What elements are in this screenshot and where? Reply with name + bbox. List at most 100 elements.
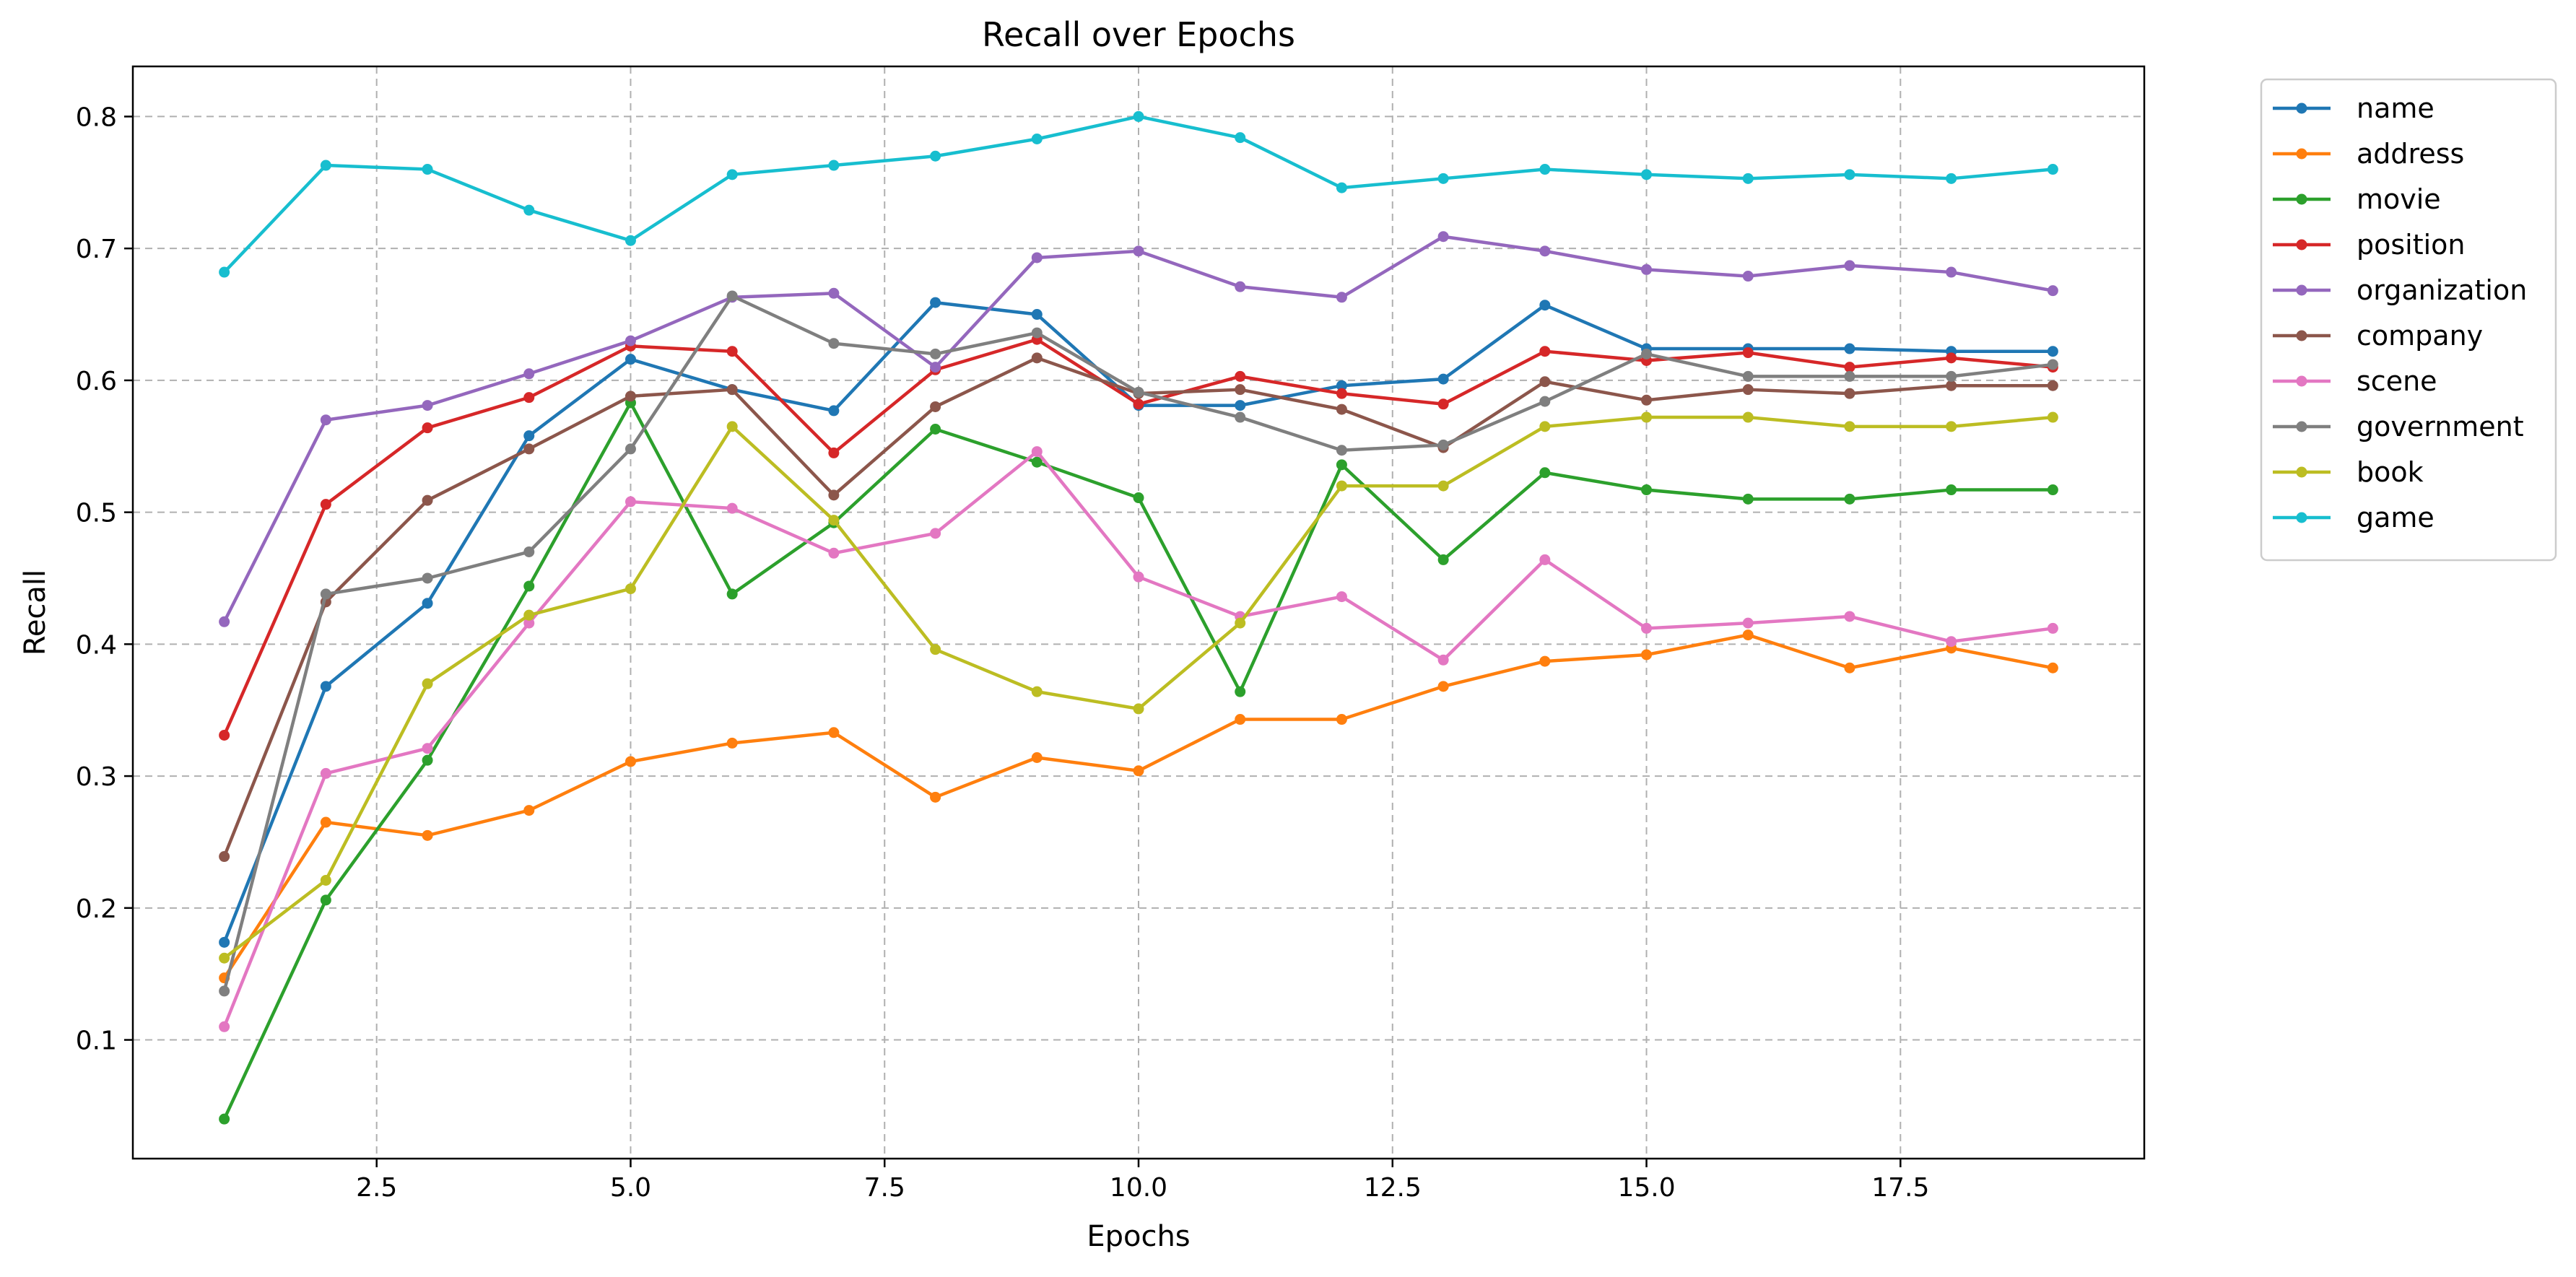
legend-label: movie — [2357, 183, 2441, 215]
y-tick-label: 0.7 — [76, 235, 117, 264]
data-point-game — [726, 169, 738, 180]
data-point-book — [219, 952, 230, 964]
data-point-movie — [1641, 484, 1653, 496]
data-point-book — [1946, 421, 1957, 432]
data-point-movie — [1031, 456, 1043, 468]
data-point-book — [1031, 686, 1043, 697]
data-point-address — [1437, 681, 1449, 692]
data-point-position — [219, 729, 230, 741]
data-point-address — [1539, 655, 1551, 667]
data-point-position — [1844, 362, 1855, 373]
data-point-organization — [1641, 263, 1653, 275]
data-point-company — [1844, 388, 1855, 399]
data-point-scene — [1437, 654, 1449, 666]
x-tick-label: 17.5 — [1871, 1173, 1929, 1203]
data-point-name — [2047, 346, 2058, 357]
data-point-movie — [1235, 686, 1246, 697]
data-point-government — [320, 588, 331, 600]
data-point-game — [1844, 169, 1855, 180]
data-point-book — [320, 874, 331, 886]
data-point-scene — [1742, 617, 1754, 629]
data-point-book — [523, 609, 535, 621]
legend-label: address — [2357, 138, 2464, 170]
data-point-game — [1437, 173, 1449, 184]
data-point-organization — [422, 400, 433, 411]
data-point-book — [726, 421, 738, 432]
data-point-game — [219, 266, 230, 278]
data-point-scene — [219, 1021, 230, 1032]
y-tick-label: 0.4 — [76, 630, 117, 660]
data-point-scene — [1641, 622, 1653, 634]
data-point-movie — [726, 588, 738, 600]
data-point-company — [1946, 380, 1957, 391]
data-point-book — [1437, 480, 1449, 492]
data-point-government — [2047, 359, 2058, 370]
data-point-organization — [1235, 281, 1246, 292]
data-point-company — [930, 401, 941, 412]
data-point-position — [1946, 352, 1957, 364]
data-point-government — [726, 290, 738, 302]
data-point-movie — [1437, 554, 1449, 565]
x-tick-label: 5.0 — [610, 1173, 651, 1203]
legend-swatch-marker — [2296, 375, 2307, 387]
data-point-position — [1336, 388, 1347, 399]
series-organization — [219, 231, 2058, 627]
chart-title: Recall over Epochs — [982, 15, 1295, 54]
legend-item-game: game — [2273, 502, 2434, 533]
data-point-address — [1742, 629, 1754, 641]
data-point-government — [1946, 370, 1957, 382]
data-point-name — [1539, 300, 1551, 311]
data-point-game — [1539, 164, 1551, 175]
legend-item-organization: organization — [2273, 274, 2527, 306]
grid-lines — [133, 66, 2144, 1159]
data-point-book — [1133, 703, 1144, 715]
x-axis-label: Epochs — [1087, 1220, 1190, 1253]
legend-label: name — [2357, 92, 2434, 124]
data-point-movie — [1946, 484, 1957, 496]
data-point-address — [320, 816, 331, 828]
legend-box — [2260, 78, 2557, 562]
data-point-organization — [2047, 285, 2058, 297]
data-point-government — [422, 572, 433, 584]
data-point-organization — [219, 616, 230, 627]
data-point-government — [1539, 396, 1551, 407]
data-point-book — [1641, 411, 1653, 423]
legend-swatch-marker — [2296, 284, 2307, 296]
x-tick-label: 15.0 — [1617, 1173, 1675, 1203]
series-game — [219, 110, 2058, 278]
data-point-address — [523, 805, 535, 816]
series-address — [219, 629, 2058, 984]
data-point-movie — [1539, 467, 1551, 479]
data-point-scene — [1031, 446, 1043, 458]
data-point-movie — [219, 1113, 230, 1125]
data-point-scene — [1133, 571, 1144, 583]
data-point-game — [1742, 173, 1754, 184]
data-point-movie — [930, 424, 941, 435]
data-point-game — [1946, 173, 1957, 184]
data-point-position — [1742, 347, 1754, 359]
data-point-organization — [930, 362, 941, 373]
data-point-organization — [523, 368, 535, 380]
data-point-company — [523, 443, 535, 455]
data-point-scene — [1946, 636, 1957, 648]
data-point-scene — [1336, 591, 1347, 603]
x-axis-ticks: 2.5 5.0 7.5 10.0 12.5 15.0 17.5 — [356, 1159, 1929, 1203]
data-point-organization — [1437, 231, 1449, 243]
data-point-address — [1031, 752, 1043, 764]
data-point-game — [1133, 110, 1144, 122]
data-point-name — [219, 936, 230, 948]
data-point-game — [1336, 182, 1347, 193]
x-tick-label: 2.5 — [356, 1173, 397, 1203]
data-point-address — [930, 791, 941, 803]
y-tick-label: 0.6 — [76, 367, 117, 396]
data-point-company — [1336, 404, 1347, 415]
data-point-government — [828, 338, 840, 349]
data-point-company — [422, 494, 433, 506]
data-point-scene — [625, 496, 636, 507]
legend-item-address: address — [2273, 138, 2464, 170]
data-point-game — [1235, 132, 1246, 144]
legend-item-position: position — [2273, 229, 2466, 261]
data-point-game — [2047, 164, 2058, 175]
data-point-position — [422, 422, 433, 434]
